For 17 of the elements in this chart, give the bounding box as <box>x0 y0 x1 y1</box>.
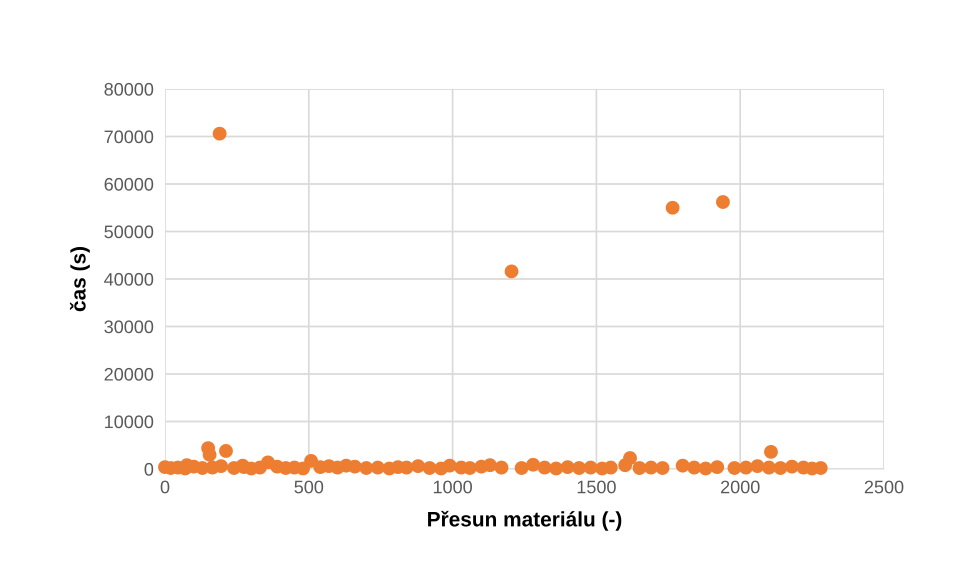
y-tick-label: 0 <box>144 462 154 476</box>
y-axis-title: čas (s) <box>70 247 90 312</box>
y-tick-label: 40000 <box>104 272 154 286</box>
x-axis-title: Přesun materiálu (-) <box>428 510 622 531</box>
x-tick-label: 0 <box>160 480 170 494</box>
y-tick-label: 60000 <box>104 178 154 191</box>
x-tick-label: 1500 <box>578 480 616 494</box>
y-tick-label: 80000 <box>104 82 154 96</box>
x-tick-label: 500 <box>294 480 324 494</box>
y-tick-label: 20000 <box>104 368 154 381</box>
x-tick-label: 1000 <box>434 480 472 494</box>
y-tick-label: 10000 <box>105 415 154 428</box>
x-tick-label: 2500 <box>864 480 904 494</box>
y-tick-label: 30000 <box>104 320 154 334</box>
y-tick-label: 70000 <box>104 130 154 144</box>
x-tick-label: 2000 <box>721 480 760 494</box>
y-tick-label: 50000 <box>104 225 154 238</box>
